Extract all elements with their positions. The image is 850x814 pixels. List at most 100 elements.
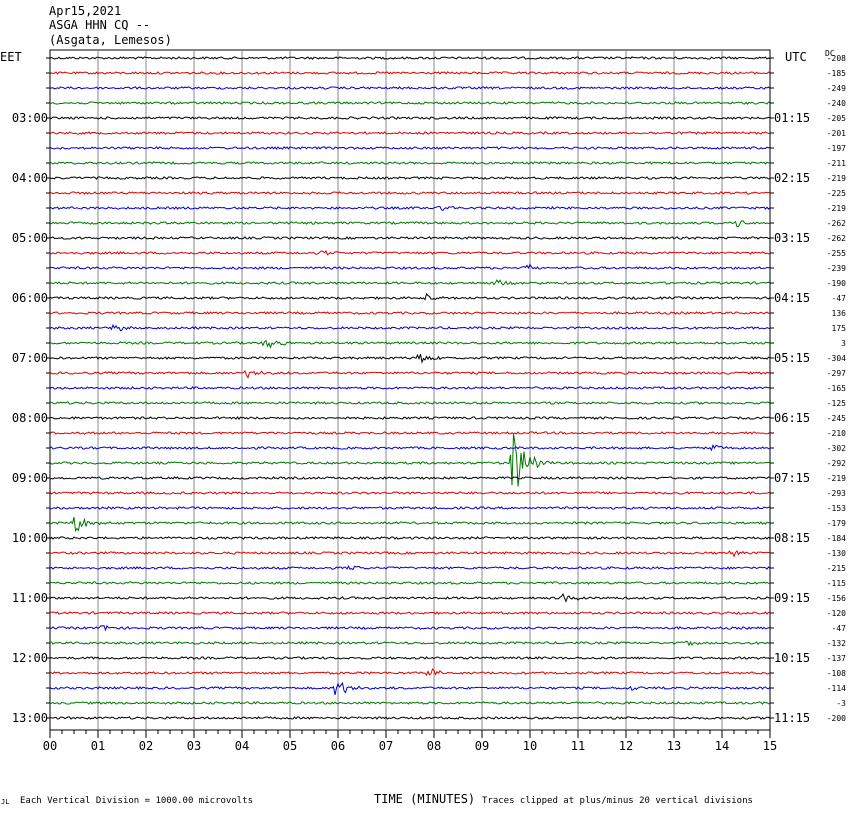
dc-offset-label: -179 (827, 519, 846, 528)
seismic-trace (49, 491, 771, 495)
seismic-trace (49, 611, 771, 615)
dc-offset-label: -215 (827, 564, 846, 573)
seismic-trace (49, 593, 771, 603)
seismic-trace (50, 401, 771, 405)
dc-offset-label: -114 (827, 684, 846, 693)
right-hour-label: 01:15 (774, 111, 810, 125)
header-station: ASGA HHN CQ -- (49, 18, 151, 32)
dc-offset-label: -190 (827, 279, 846, 288)
dc-offset-label: -200 (827, 714, 846, 723)
left-hour-label: 03:00 (12, 111, 48, 125)
dc-offset-label: -302 (827, 444, 846, 453)
dc-offset-label: -3 (836, 699, 846, 708)
x-tick-label: 07 (379, 739, 393, 753)
seismic-trace (49, 536, 771, 540)
seismic-trace (49, 656, 771, 660)
seismic-trace (50, 716, 771, 720)
left-hour-label: 11:00 (12, 591, 48, 605)
seismic-trace (49, 101, 771, 105)
dc-offset-label: -156 (827, 594, 846, 603)
dc-offset-label: -249 (827, 84, 846, 93)
dc-offset-label: -125 (827, 399, 846, 408)
dc-offset-label: -255 (827, 249, 846, 258)
seismic-trace (49, 292, 771, 301)
header-location: (Asgata, Lemesos) (49, 33, 172, 47)
seismic-trace (49, 476, 771, 480)
seismic-trace (49, 416, 770, 420)
right-hour-label: 02:15 (774, 171, 810, 185)
header-date: Apr15,2021 (49, 4, 122, 18)
x-tick-label: 15 (763, 739, 777, 753)
dc-offset-label: -185 (827, 69, 846, 78)
seismic-trace (49, 236, 771, 240)
x-axis-title: TIME (MINUTES) (374, 792, 476, 806)
seismic-trace (49, 206, 771, 211)
right-hour-label: 10:15 (774, 651, 810, 665)
seismic-trace (49, 681, 771, 696)
seismic-trace (49, 56, 771, 60)
dc-offset-label: -197 (827, 144, 846, 153)
seismic-trace (49, 386, 771, 390)
dc-offset-label: -239 (827, 264, 846, 273)
seismic-trace (49, 369, 771, 379)
dc-offset-label: -165 (827, 384, 846, 393)
seismic-trace (49, 701, 771, 705)
left-hour-label: 09:00 (12, 471, 48, 485)
right-hour-label: 07:15 (774, 471, 810, 485)
seismic-trace (49, 668, 771, 677)
dc-offset-label: -304 (827, 354, 846, 363)
dc-offset-label: -153 (827, 504, 846, 513)
corner-mark: JL (1, 798, 10, 806)
left-hour-label: 10:00 (12, 531, 48, 545)
dc-offset-label: -137 (827, 654, 846, 663)
right-hour-label: 11:15 (774, 711, 810, 725)
seismic-trace (49, 279, 771, 286)
dc-offset-label: -219 (827, 474, 846, 483)
seismic-trace (49, 263, 771, 270)
x-tick-label: 02 (139, 739, 153, 753)
x-tick-label: 09 (475, 739, 489, 753)
x-tick-label: 01 (91, 739, 105, 753)
dc-offset-label: -292 (827, 459, 846, 468)
dc-offset-label: -130 (827, 549, 846, 558)
dc-offset-label: -47 (832, 624, 847, 633)
dc-label: DC (825, 49, 835, 58)
dc-offset-label: -262 (827, 234, 846, 243)
seismic-trace (49, 516, 771, 533)
right-hour-label: 04:15 (774, 291, 810, 305)
dc-offset-label: -210 (827, 429, 846, 438)
dc-offset-label: -219 (827, 204, 846, 213)
seismic-trace (49, 549, 771, 558)
dc-offset-label: -262 (827, 219, 846, 228)
seismic-trace (49, 191, 771, 195)
dc-offset-label: -211 (827, 159, 846, 168)
dc-offset-label: -108 (827, 669, 846, 678)
dc-offset-label: 175 (832, 324, 847, 333)
dc-offset-label: -225 (827, 189, 846, 198)
seismic-trace (49, 161, 771, 165)
x-tick-label: 08 (427, 739, 441, 753)
x-tick-label: 10 (523, 739, 537, 753)
x-tick-label: 11 (571, 739, 585, 753)
dc-offset-label: -219 (827, 174, 846, 183)
left-hour-label: 04:00 (12, 171, 48, 185)
seismic-trace (49, 250, 771, 256)
seismic-trace (49, 506, 771, 510)
seismic-trace (49, 146, 771, 150)
x-tick-label: 14 (715, 739, 729, 753)
dc-offset-label: 136 (832, 309, 847, 318)
dc-offset-label: 3 (841, 339, 846, 348)
seismic-trace (49, 116, 771, 120)
seismic-trace (49, 444, 771, 452)
seismic-trace (49, 640, 771, 647)
x-tick-label: 03 (187, 739, 201, 753)
scale-note: Each Vertical Division = 1000.00 microvo… (20, 796, 253, 806)
right-hour-label: 08:15 (774, 531, 810, 545)
dc-offset-label: -47 (832, 294, 847, 303)
left-hour-label: 05:00 (12, 231, 48, 245)
right-timezone-label: UTC (785, 50, 807, 64)
right-hour-label: 06:15 (774, 411, 810, 425)
dc-offset-label: -132 (827, 639, 846, 648)
seismic-trace (49, 565, 771, 571)
right-hour-label: 09:15 (774, 591, 810, 605)
